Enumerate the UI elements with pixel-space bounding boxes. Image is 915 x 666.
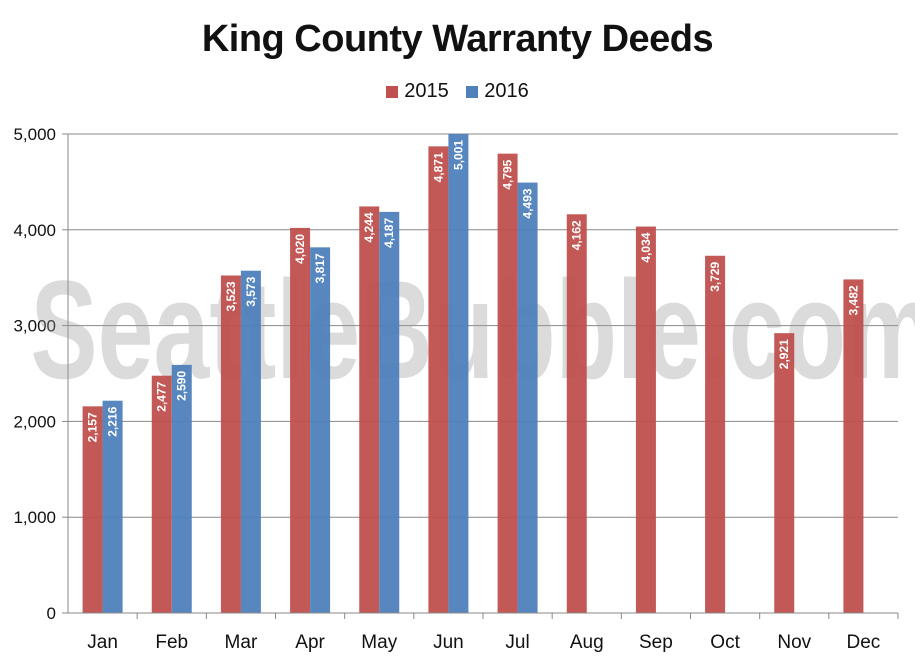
bar-2016-May: [379, 211, 400, 613]
bar-2016-Jun: [448, 133, 469, 613]
x-tick-label: Feb: [155, 632, 188, 653]
x-tick-label: May: [361, 632, 397, 653]
bar-2016-Feb: [171, 364, 192, 613]
x-tick-label: Mar: [225, 632, 258, 653]
data-label: 2,157: [86, 412, 100, 442]
bar-2015-Nov: [774, 333, 795, 613]
bar-2016-Jul: [517, 182, 538, 613]
bar-2015-Sep: [635, 226, 656, 614]
x-tick-label: Apr: [295, 632, 325, 653]
data-label: 4,795: [501, 159, 515, 189]
data-label: 2,921: [777, 339, 791, 369]
data-label: 3,817: [313, 253, 327, 283]
data-label: 2,477: [155, 381, 169, 411]
x-tick-label: Oct: [710, 632, 740, 653]
x-tick-label: Dec: [847, 632, 881, 653]
bar-2015-Apr: [290, 227, 311, 613]
data-label: 4,493: [521, 188, 535, 218]
y-tick-label: 5,000: [13, 125, 56, 144]
legend-swatch-2015: [386, 85, 399, 98]
legend-label-2015: 2015: [404, 80, 449, 102]
chart-legend: 2015 2016: [0, 80, 915, 104]
data-label: 4,871: [431, 152, 445, 182]
data-label: 3,523: [224, 281, 238, 311]
data-label: 4,244: [362, 212, 376, 242]
bar-2015-Jul: [497, 153, 518, 613]
x-tick-label: Jul: [505, 632, 529, 653]
x-tick-label: Nov: [777, 632, 811, 653]
legend-item-2016: 2016: [466, 80, 529, 103]
x-tick-label: Jan: [87, 632, 118, 653]
bar-2015-Aug: [566, 214, 587, 613]
bar-2015-Mar: [220, 275, 241, 613]
y-tick-label: 1,000: [13, 508, 56, 527]
y-tick-label: 0: [47, 604, 56, 623]
data-label: 3,573: [244, 276, 258, 306]
chart-title: King County Warranty Deeds: [201, 18, 714, 60]
bar-2015-May: [359, 206, 380, 613]
y-tick-label: 4,000: [13, 221, 56, 240]
bar-2015-Oct: [705, 255, 726, 614]
data-label: 4,162: [570, 220, 584, 250]
legend-swatch-2016: [466, 85, 479, 98]
x-tick-label: Aug: [570, 632, 604, 653]
bar-2015-Dec: [843, 279, 864, 613]
bar-2016-Apr: [310, 247, 331, 613]
data-label: 4,020: [293, 234, 307, 264]
legend-item-2015: 2015: [386, 80, 449, 103]
bar-2016-Mar: [240, 270, 261, 613]
data-label: 5,001: [451, 140, 465, 170]
data-label: 4,034: [639, 232, 653, 262]
bar-2015-Jun: [428, 146, 449, 613]
legend-label-2016: 2016: [484, 80, 529, 102]
bar-2015-Jan: [82, 406, 103, 613]
data-label: 3,482: [846, 285, 860, 315]
data-label: 2,590: [175, 371, 189, 401]
bar-2016-Jan: [102, 400, 123, 613]
x-tick-label: Jun: [433, 632, 464, 653]
x-tick-label: Sep: [639, 632, 673, 653]
data-label: 3,729: [708, 261, 722, 291]
data-label: 4,187: [382, 218, 396, 248]
bar-2015-Feb: [151, 375, 172, 613]
y-tick-label: 3,000: [13, 317, 56, 336]
y-tick-label: 2,000: [13, 412, 56, 431]
data-label: 2,216: [106, 406, 120, 436]
